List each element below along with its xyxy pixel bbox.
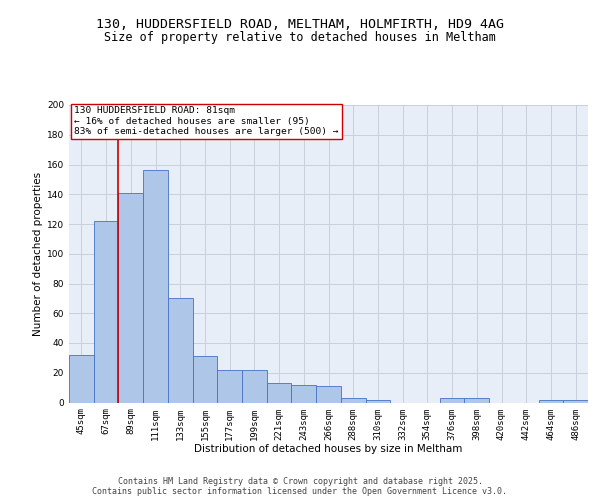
Bar [118,193,143,402]
Bar [365,400,390,402]
Bar [168,298,193,403]
Y-axis label: Number of detached properties: Number of detached properties [33,172,43,336]
Bar [341,398,365,402]
Text: Size of property relative to detached houses in Meltham: Size of property relative to detached ho… [104,31,496,44]
Bar [539,400,563,402]
Bar [464,398,489,402]
Bar [143,170,168,402]
Bar [440,398,464,402]
Bar [267,383,292,402]
Bar [316,386,341,402]
Bar [217,370,242,402]
Bar [563,400,588,402]
Text: Contains HM Land Registry data © Crown copyright and database right 2025.
Contai: Contains HM Land Registry data © Crown c… [92,476,508,496]
Bar [193,356,217,403]
Bar [292,384,316,402]
Bar [242,370,267,402]
Bar [94,221,118,402]
Text: 130 HUDDERSFIELD ROAD: 81sqm
← 16% of detached houses are smaller (95)
83% of se: 130 HUDDERSFIELD ROAD: 81sqm ← 16% of de… [74,106,338,136]
Bar [69,355,94,403]
X-axis label: Distribution of detached houses by size in Meltham: Distribution of detached houses by size … [194,444,463,454]
Text: 130, HUDDERSFIELD ROAD, MELTHAM, HOLMFIRTH, HD9 4AG: 130, HUDDERSFIELD ROAD, MELTHAM, HOLMFIR… [96,18,504,30]
